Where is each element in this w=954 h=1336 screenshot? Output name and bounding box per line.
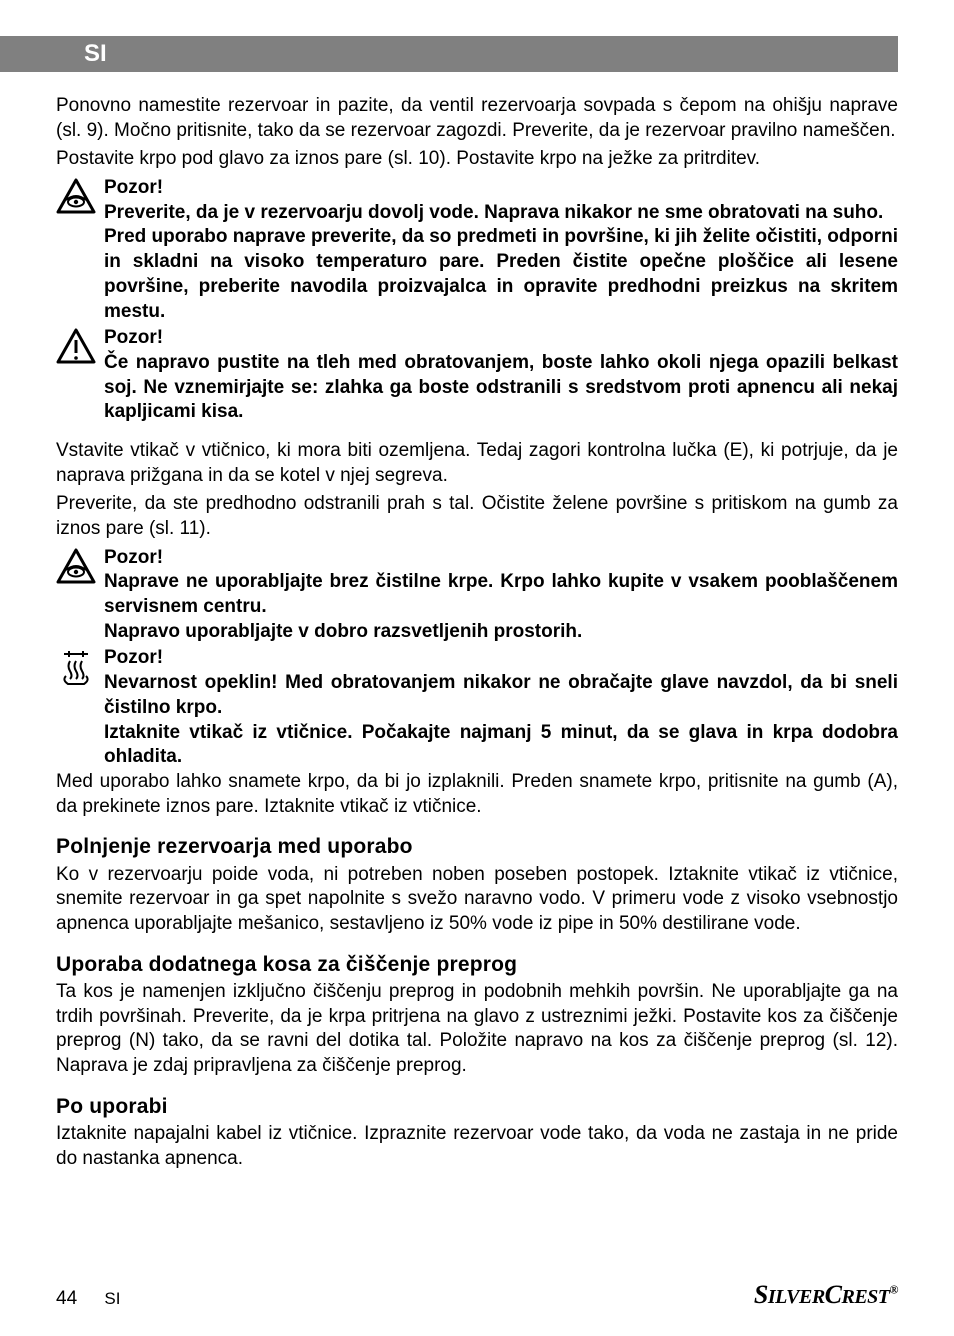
section-heading: Po uporabi <box>56 1093 898 1120</box>
page-root: SI Ponovno namestite rezervoar in pazite… <box>0 0 954 1336</box>
language-badge: SI <box>0 38 111 70</box>
header-bar: SI <box>0 36 898 72</box>
warning-text: Pozor! Če napravo pustite na tleh med ob… <box>104 326 898 425</box>
warning-block: Pozor! Nevarnost opeklin! Med obratovanj… <box>56 646 898 769</box>
warning-body: Preverite, da je v rezervoarju dovolj vo… <box>104 201 898 324</box>
brand-logo: SILVERCREST® <box>754 1280 898 1310</box>
warning-block: Pozor! Naprave ne uporabljajte brez čist… <box>56 546 898 645</box>
paragraph: Med uporabo lahko snamete krpo, da bi jo… <box>56 770 898 819</box>
warning-text: Pozor! Naprave ne uporabljajte brez čist… <box>104 546 898 645</box>
page-number: 44 <box>56 1288 77 1309</box>
paragraph: Ponovno namestite rezervoar in pazite, d… <box>56 94 898 143</box>
steam-icon <box>56 646 104 688</box>
paragraph: Iztaknite napajalni kabel iz vtičnice. I… <box>56 1122 898 1171</box>
warning-triangle-icon <box>56 326 104 364</box>
warning-title: Pozor! <box>104 646 898 671</box>
warning-block: Pozor! Preverite, da je v rezervoarju do… <box>56 176 898 324</box>
warning-body: Naprave ne uporabljajte brez čistilne kr… <box>104 570 898 644</box>
eye-triangle-icon <box>56 176 104 214</box>
warning-title: Pozor! <box>104 176 898 201</box>
eye-triangle-icon <box>56 546 104 584</box>
paragraph: Preverite, da ste predhodno odstranili p… <box>56 492 898 541</box>
body-content: Ponovno namestite rezervoar in pazite, d… <box>56 94 898 1171</box>
paragraph: Postavite krpo pod glavo za iznos pare (… <box>56 147 898 172</box>
footer-language: SI <box>104 1289 120 1308</box>
warning-text: Pozor! Preverite, da je v rezervoarju do… <box>104 176 898 324</box>
page-footer: 44 SI SILVERCREST® <box>56 1280 898 1310</box>
paragraph: Ko v rezervoarju poide voda, ni potreben… <box>56 863 898 937</box>
warning-text: Pozor! Nevarnost opeklin! Med obratovanj… <box>104 646 898 769</box>
warning-title: Pozor! <box>104 546 898 571</box>
paragraph: Ta kos je namenjen izključno čiščenju pr… <box>56 980 898 1079</box>
warning-title: Pozor! <box>104 326 898 351</box>
footer-left: 44 SI <box>56 1288 120 1310</box>
warning-body: Če napravo pustite na tleh med obratovan… <box>104 351 898 425</box>
paragraph: Vstavite vtikač v vtičnico, ki mora biti… <box>56 439 898 488</box>
warning-block: Pozor! Če napravo pustite na tleh med ob… <box>56 326 898 425</box>
section-heading: Polnjenje rezervoarja med uporabo <box>56 833 898 860</box>
section-heading: Uporaba dodatnega kosa za čiščenje prepr… <box>56 951 898 978</box>
language-badge-text: SI <box>80 38 111 70</box>
warning-body: Nevarnost opeklin! Med obratovanjem nika… <box>104 671 898 770</box>
